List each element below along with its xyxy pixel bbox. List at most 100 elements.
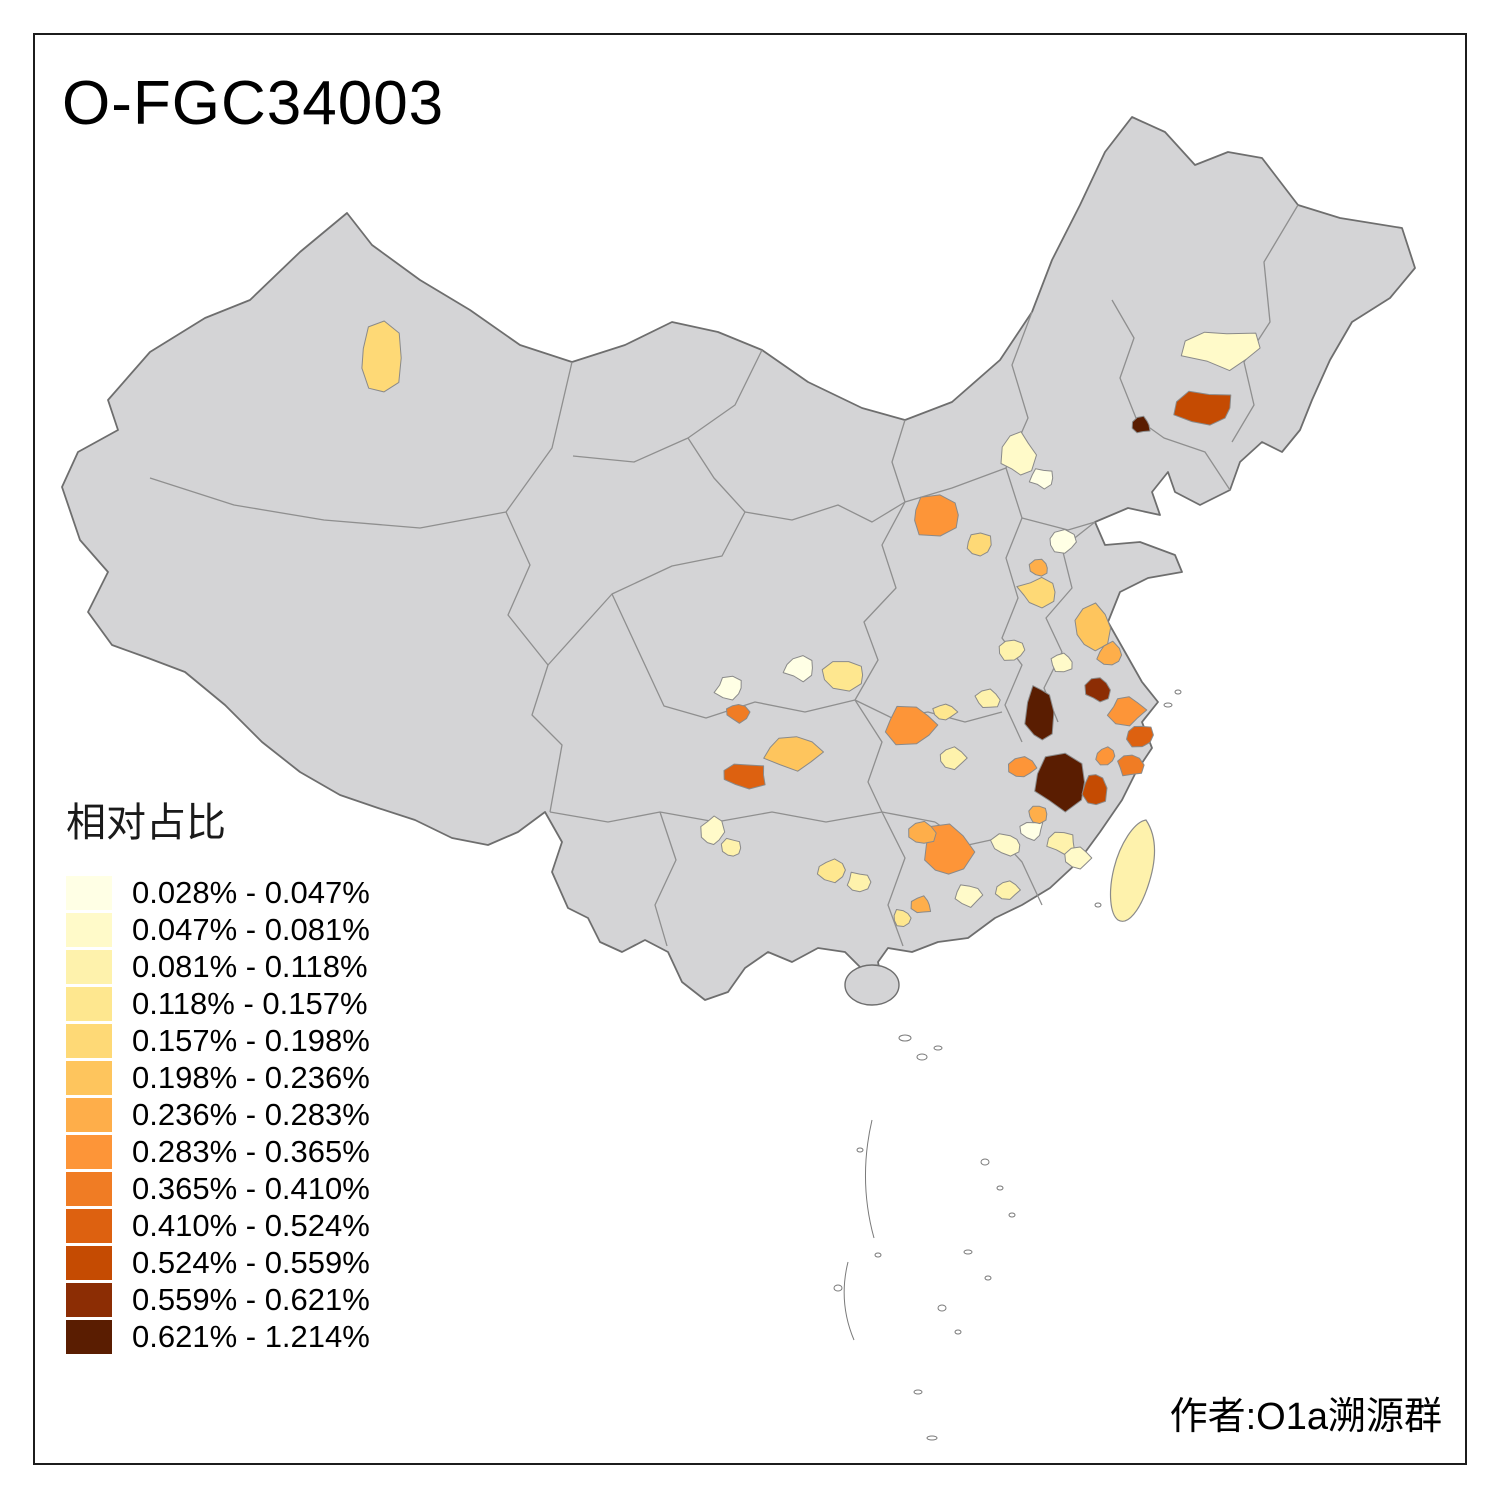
province-boundary <box>854 419 906 701</box>
sea-islet <box>954 1329 962 1335</box>
map-region <box>1126 725 1154 748</box>
map-region <box>939 746 968 771</box>
legend-color-swatch <box>66 912 112 947</box>
map-region <box>1028 468 1054 490</box>
legend-row: 0.198% - 0.236% <box>66 1059 370 1096</box>
map-region <box>1000 431 1037 476</box>
map-region <box>893 909 912 927</box>
province-boundary <box>1021 517 1096 531</box>
legend-range-label: 0.198% - 0.236% <box>132 1059 370 1095</box>
legend-title: 相对占比 <box>66 801 226 845</box>
map-region <box>846 871 872 893</box>
map-region <box>966 532 992 557</box>
map-region <box>998 639 1026 661</box>
legend-color-swatch <box>66 875 112 910</box>
province-boundary <box>549 811 936 823</box>
legend-range-label: 0.559% - 0.621% <box>132 1281 370 1317</box>
sea-islet <box>1094 902 1102 908</box>
sea-boundary-dash <box>864 1119 875 1239</box>
province-boundary <box>854 699 883 813</box>
legend-row: 0.621% - 1.214% <box>66 1318 370 1355</box>
map-region <box>1028 805 1048 825</box>
sea-islet <box>916 1053 928 1061</box>
map-region <box>908 820 937 844</box>
legend-range-label: 0.028% - 0.047% <box>132 874 370 910</box>
map-region <box>723 763 766 790</box>
map-region <box>361 320 402 393</box>
legend-color-swatch <box>66 986 112 1021</box>
map-region <box>884 705 939 746</box>
legend-range-label: 0.365% - 0.410% <box>132 1170 370 1206</box>
legend-color-swatch <box>66 1134 112 1169</box>
map-region <box>1081 774 1108 806</box>
legend-row: 0.047% - 0.081% <box>66 911 370 948</box>
legend-row: 0.118% - 0.157% <box>66 985 370 1022</box>
map-region <box>726 704 751 724</box>
sea-islet <box>1163 702 1173 708</box>
map-region <box>1064 846 1093 870</box>
legend-row: 0.283% - 0.365% <box>66 1133 370 1170</box>
province-boundary <box>149 361 573 529</box>
map-region <box>816 858 846 884</box>
legend-range-label: 0.047% - 0.081% <box>132 911 370 947</box>
sea-islet <box>984 1275 992 1281</box>
legend-row: 0.081% - 0.118% <box>66 948 370 985</box>
map-region <box>1028 558 1048 577</box>
legend-color-swatch <box>66 949 112 984</box>
sea-boundary-dash <box>843 1261 855 1341</box>
map-region <box>932 703 959 721</box>
sea-islet <box>856 1147 864 1153</box>
legend-color-swatch <box>66 1245 112 1280</box>
map-region <box>821 661 864 692</box>
map-region <box>910 895 932 914</box>
legend-row: 0.559% - 0.621% <box>66 1281 370 1318</box>
sea-islet <box>898 1034 912 1042</box>
map-region <box>1173 390 1232 426</box>
taiwan-island <box>1109 819 1156 922</box>
map-region <box>990 833 1021 857</box>
province-boundary <box>744 501 906 523</box>
map-region <box>782 655 813 683</box>
map-region <box>994 880 1021 900</box>
sea-islet <box>980 1158 990 1166</box>
map-region <box>1131 415 1151 434</box>
legend-range-label: 0.524% - 0.559% <box>132 1244 370 1280</box>
map-region <box>954 884 984 908</box>
sea-islet <box>874 1252 882 1258</box>
sea-islet <box>926 1435 938 1441</box>
sea-islet <box>933 1045 943 1051</box>
legend-color-swatch <box>66 1023 112 1058</box>
legend-range-label: 0.236% - 0.283% <box>132 1096 370 1132</box>
province-boundary <box>654 811 677 947</box>
legend-row: 0.236% - 0.283% <box>66 1096 370 1133</box>
map-region <box>1095 746 1116 766</box>
legend-color-swatch <box>66 1208 112 1243</box>
legend-color-swatch <box>66 1060 112 1095</box>
legend-row: 0.410% - 0.524% <box>66 1207 370 1244</box>
map-region <box>763 736 824 772</box>
map-region <box>974 688 1001 708</box>
map-region <box>1106 696 1148 727</box>
legend-color-swatch <box>66 1319 112 1354</box>
hainan-island <box>844 964 900 1006</box>
attribution-text: 作者:O1a溯源群 <box>1169 1396 1442 1438</box>
sea-islet <box>833 1284 843 1292</box>
map-region <box>1034 752 1085 813</box>
legend-row: 0.157% - 0.198% <box>66 1022 370 1059</box>
sea-islet <box>1008 1212 1016 1218</box>
sea-islet <box>963 1249 973 1255</box>
sea-islet <box>996 1185 1004 1191</box>
map-region <box>720 837 742 857</box>
map-region <box>914 494 959 537</box>
map-region <box>1024 685 1055 741</box>
map-region <box>1096 640 1123 666</box>
legend-row: 0.524% - 0.559% <box>66 1244 370 1281</box>
legend-row: 0.365% - 0.410% <box>66 1170 370 1207</box>
map-region <box>1084 677 1111 703</box>
map-title: O-FGC34003 <box>62 69 445 138</box>
map-region <box>1074 602 1112 652</box>
map-region <box>1016 576 1056 609</box>
legend: 相对占比 0.028% - 0.047% 0.047% - 0.081% 0.081… <box>66 790 370 1355</box>
province-boundary <box>1001 517 1023 743</box>
